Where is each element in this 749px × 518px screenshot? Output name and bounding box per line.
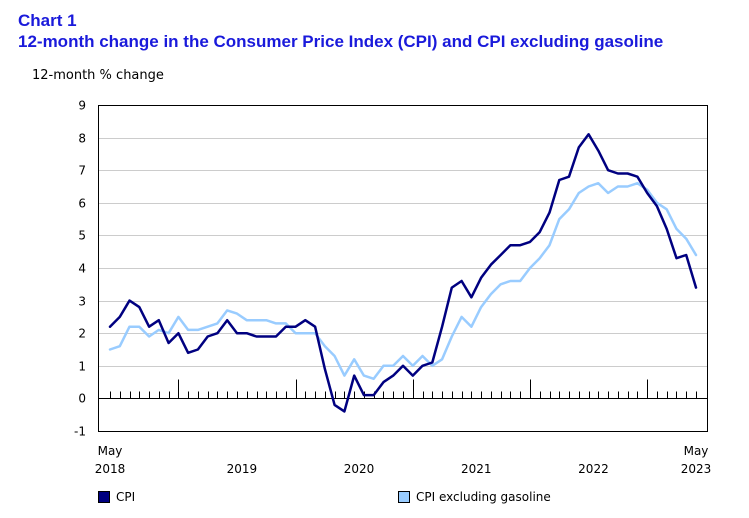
plot-frame	[98, 105, 708, 432]
series-line-cpi-ex-gasoline	[108, 181, 698, 381]
legend-swatch-cpi-ex-gasoline	[398, 491, 410, 503]
y-tick-label: 0	[78, 392, 86, 406]
legend-item-cpi-ex-gasoline: CPI excluding gasoline	[398, 490, 551, 504]
x-month-label: May	[684, 444, 709, 458]
legend-item-cpi: CPI	[98, 490, 135, 504]
x-year-label: 2023	[681, 462, 712, 476]
y-tick-label: 5	[78, 229, 86, 243]
gridlines	[98, 138, 707, 399]
x-year-label: 2020	[344, 462, 375, 476]
y-tick-label: 4	[78, 262, 86, 276]
x-year-label: 2022	[578, 462, 609, 476]
y-tick-labels: -1 0 1 2 3 4 5 6 7 8 9	[74, 99, 86, 439]
y-axis-label: 12-month % change	[32, 68, 164, 83]
x-year-label: 2021	[461, 462, 492, 476]
legend-label-cpi-ex-gasoline: CPI excluding gasoline	[416, 490, 551, 504]
chart-title: 12-month change in the Consumer Price In…	[18, 32, 664, 51]
y-tick-label: 1	[78, 360, 86, 374]
y-tick-label: 6	[78, 197, 86, 211]
chart-heading: Chart 1 12-month change in the Consumer …	[18, 10, 663, 52]
x-year-label: 2018	[95, 462, 126, 476]
chart-number: Chart 1	[18, 11, 77, 30]
x-axis: May 2018 2019 2020 2021 2022 May 2023	[95, 379, 712, 476]
legend-swatch-cpi	[98, 491, 110, 503]
x-month-label: May	[98, 444, 123, 458]
y-tick-label: 2	[78, 327, 86, 341]
y-tick-label: 9	[78, 99, 86, 113]
y-tick-label: 8	[78, 132, 86, 146]
y-tick-label: 7	[78, 164, 86, 178]
y-tick-label: -1	[74, 425, 86, 439]
x-year-label: 2019	[227, 462, 258, 476]
series-line-cpi	[108, 133, 698, 413]
y-tick-label: 3	[78, 295, 86, 309]
legend-label-cpi: CPI	[116, 490, 136, 504]
series-lines	[108, 133, 698, 413]
